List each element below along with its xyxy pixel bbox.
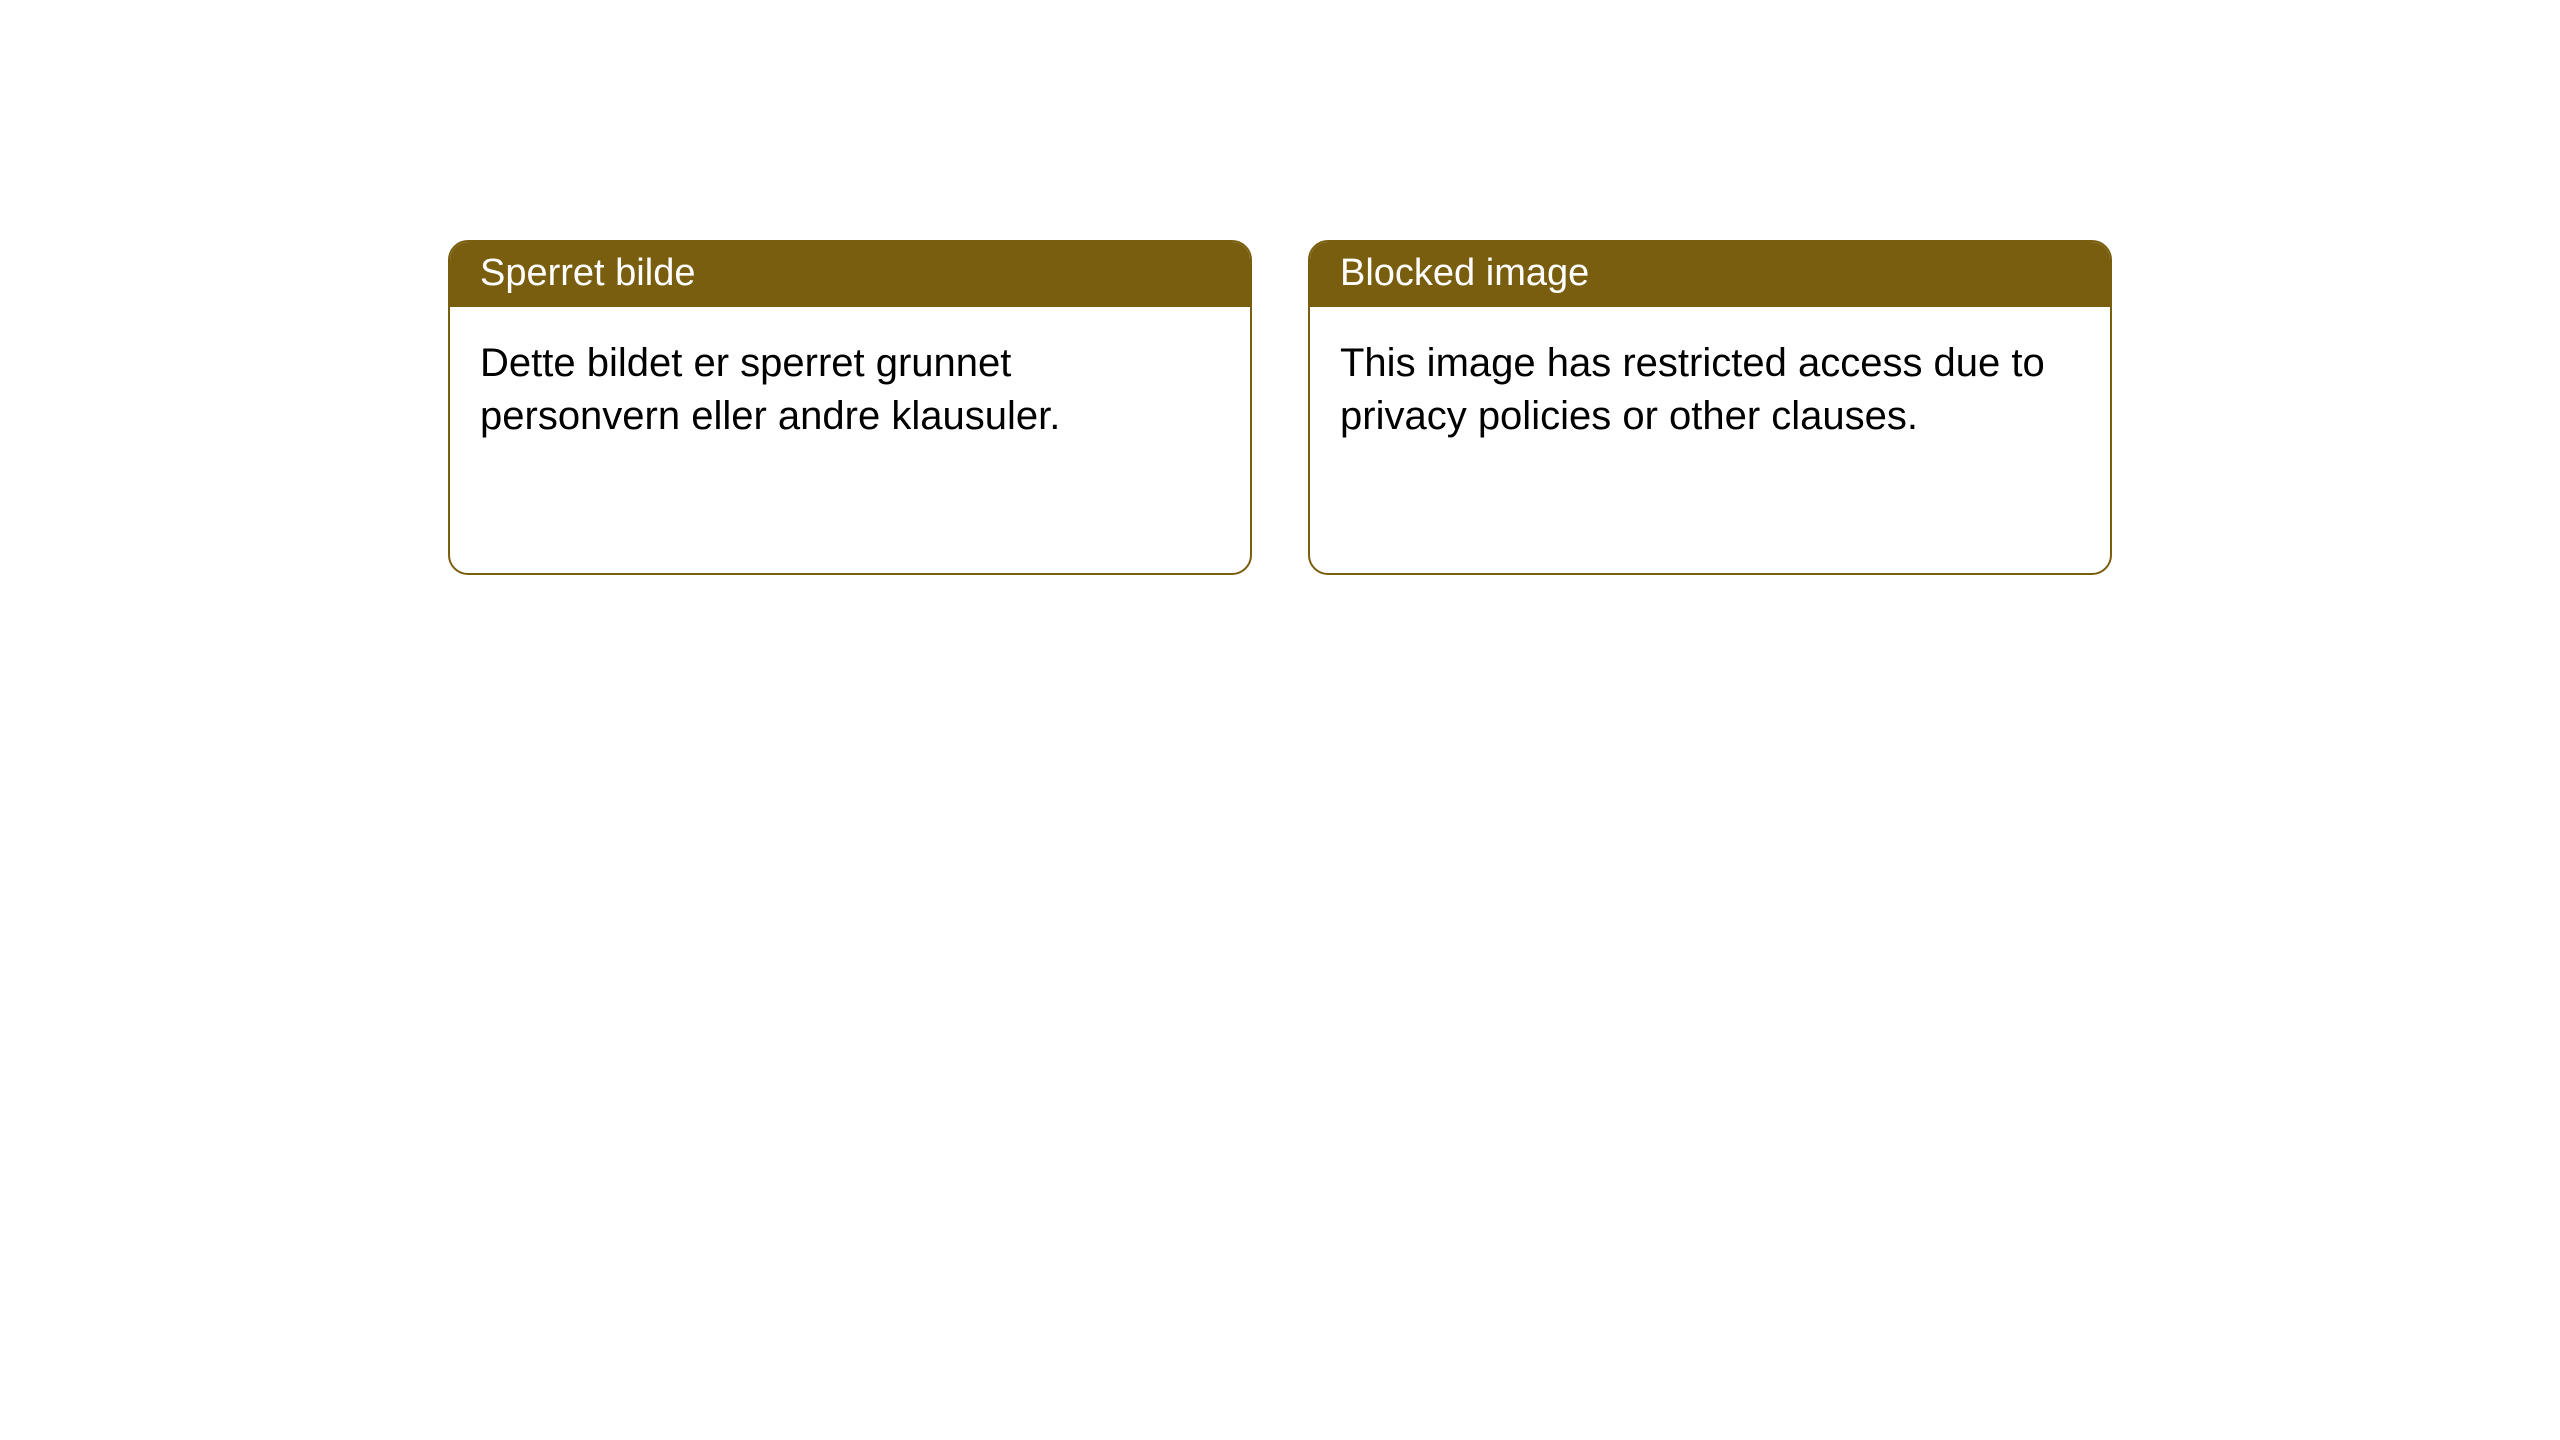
- notice-title-english: Blocked image: [1310, 242, 2110, 307]
- notice-title-norwegian: Sperret bilde: [450, 242, 1250, 307]
- notice-card-english: Blocked image This image has restricted …: [1308, 240, 2112, 575]
- notice-card-norwegian: Sperret bilde Dette bildet er sperret gr…: [448, 240, 1252, 575]
- notice-body-english: This image has restricted access due to …: [1310, 307, 2110, 473]
- notice-container: Sperret bilde Dette bildet er sperret gr…: [0, 0, 2560, 575]
- notice-body-norwegian: Dette bildet er sperret grunnet personve…: [450, 307, 1250, 473]
